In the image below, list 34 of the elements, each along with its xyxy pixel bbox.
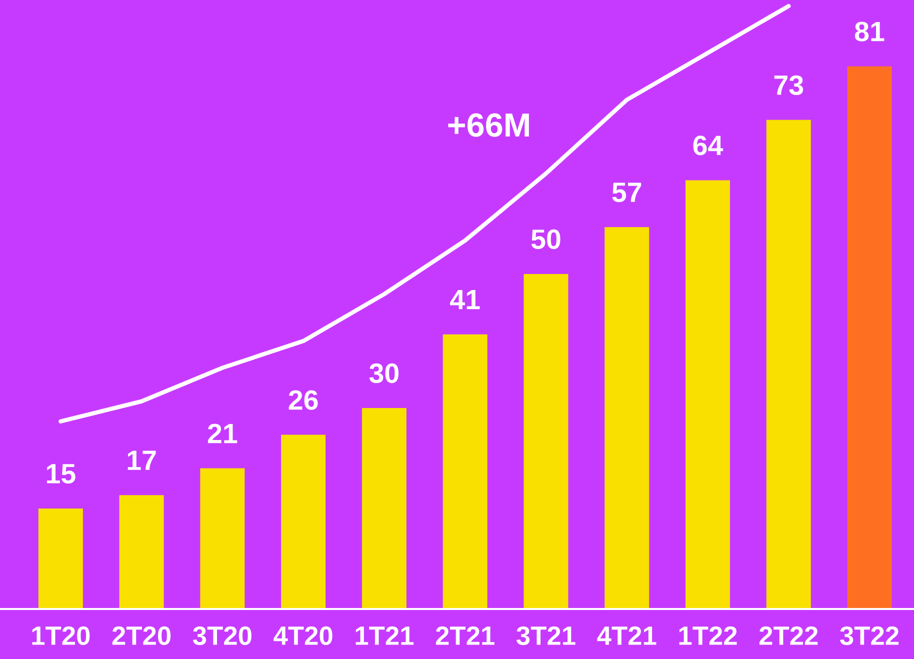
data-label: 64	[693, 136, 724, 156]
bar	[38, 508, 83, 609]
data-label: 17	[128, 450, 156, 470]
x-tick-label: 1T20	[32, 626, 90, 646]
x-tick-label: 1T21	[356, 626, 414, 645]
x-tick-label: 4T21	[597, 626, 656, 645]
data-label: 26	[288, 390, 318, 410]
x-tick-label: 2T20	[112, 626, 171, 646]
bar	[604, 227, 650, 609]
bar	[766, 120, 811, 609]
x-tick-label: 1T22	[679, 626, 737, 645]
data-label: 30	[369, 363, 399, 384]
data-label: 50	[531, 229, 560, 250]
x-tick-label: 3T21	[516, 626, 576, 646]
data-label: 15	[46, 464, 76, 484]
bar	[119, 495, 164, 609]
data-label: 73	[774, 75, 804, 96]
bar	[362, 408, 406, 609]
x-tick-label: 3T20	[192, 626, 252, 646]
x-tick-label: 2T22	[759, 626, 818, 645]
bar	[524, 274, 568, 609]
x-tick-label: 2T21	[436, 626, 494, 645]
annotation: +66M	[448, 113, 529, 137]
x-tick-label: 3T22	[840, 626, 899, 646]
bar	[200, 468, 245, 609]
data-label: 41	[450, 290, 480, 310]
bar	[442, 334, 488, 609]
bar	[281, 434, 326, 609]
bar	[847, 66, 892, 609]
data-label: 57	[612, 182, 642, 202]
bar	[686, 180, 730, 609]
data-label: 21	[208, 424, 238, 444]
data-label: 81	[854, 22, 884, 42]
x-tick-label: 4T20	[274, 626, 332, 646]
